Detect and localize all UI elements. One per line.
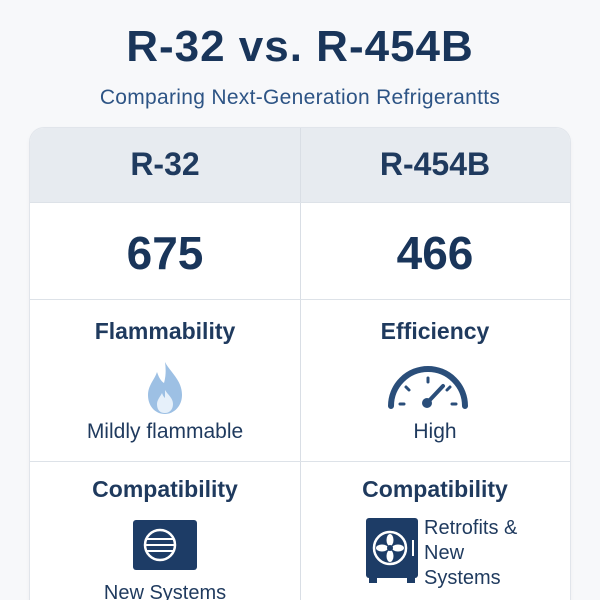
flammability-value: Mildly flammable	[86, 420, 244, 443]
page-subtitle: Comparing Next-Generation Refrigerantts	[99, 86, 501, 109]
compatibility-value-r32: New Systems	[103, 582, 227, 600]
comparison-table: R-32 R-454B 675 466 Flammability Efficie…	[30, 128, 570, 600]
column-header-r454b: R-454B	[379, 146, 491, 182]
row-divider	[30, 202, 570, 203]
flammability-label: Flammability	[94, 318, 236, 344]
page-title: R-32 vs. R-454B	[126, 22, 474, 71]
row-divider	[30, 461, 570, 462]
outdoor-unit-icon	[133, 520, 197, 570]
r32-value: 675	[126, 227, 204, 279]
column-header-r32: R-32	[130, 146, 200, 182]
efficiency-value: High	[413, 420, 457, 443]
compatibility-value-r454b: Retrofits & New Systems	[424, 517, 518, 589]
r454b-value: 466	[396, 227, 474, 279]
row-divider	[30, 299, 570, 300]
column-divider	[300, 128, 301, 600]
fan-unit-icon	[366, 518, 418, 583]
compatibility-label-r454b: Compatibility	[362, 476, 508, 502]
gauge-icon	[388, 366, 468, 409]
compatibility-label-r32: Compatibility	[92, 476, 238, 502]
efficiency-label: Efficiency	[380, 318, 490, 344]
flame-icon	[148, 362, 182, 414]
